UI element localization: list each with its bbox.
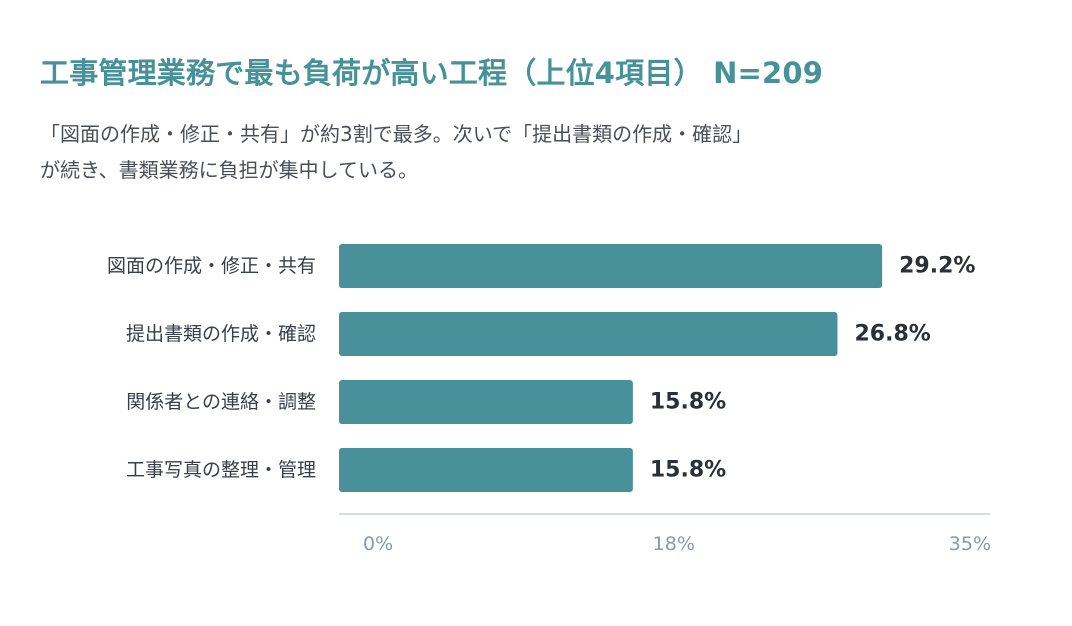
x-tick-label: 18% [653, 533, 695, 555]
bar [339, 312, 838, 356]
category-label: 関係者との連絡・調整 [126, 391, 316, 413]
bar [339, 380, 633, 424]
chart-subtitle: 「図面の作成・修正・共有」が約3割で最多。次いで「提出書類の作成・確認」 が続き… [40, 116, 1000, 188]
category-label: 提出書類の作成・確認 [126, 323, 316, 345]
x-tick-label: 0% [363, 533, 393, 555]
value-label: 15.8% [650, 390, 726, 415]
subtitle-line-1: 「図面の作成・修正・共有」が約3割で最多。次いで「提出書類の作成・確認」 [40, 122, 753, 146]
value-label: 15.8% [650, 458, 726, 483]
category-label: 工事写真の整理・管理 [126, 459, 316, 481]
x-tick-label: 35% [949, 533, 991, 555]
value-label: 26.8% [854, 322, 930, 347]
bar [339, 448, 633, 492]
bar [339, 244, 883, 288]
subtitle-line-2: が続き、書類業務に負担が集中している。 [40, 158, 418, 182]
category-label: 図面の作成・修正・共有 [107, 255, 316, 277]
value-label: 29.2% [899, 254, 975, 279]
chart-title: 工事管理業務で最も負荷が高い工程（上位4項目） N=209 [40, 56, 824, 90]
